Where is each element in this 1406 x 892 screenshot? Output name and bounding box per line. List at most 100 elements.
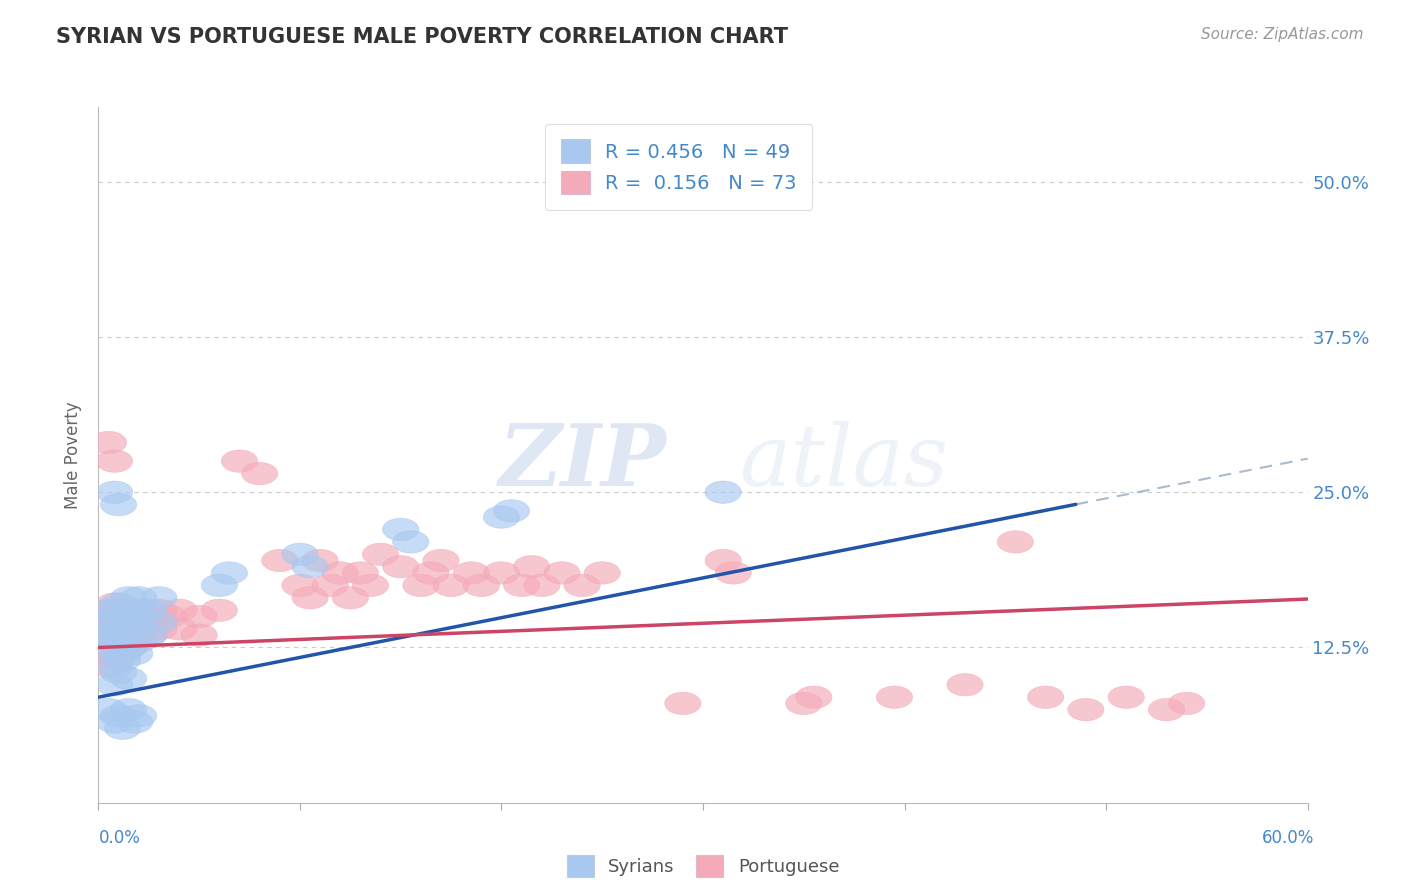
Ellipse shape: [704, 549, 741, 572]
Ellipse shape: [104, 599, 141, 622]
Ellipse shape: [104, 642, 141, 665]
Ellipse shape: [1028, 686, 1064, 708]
Ellipse shape: [382, 556, 419, 578]
Ellipse shape: [423, 549, 460, 572]
Ellipse shape: [90, 636, 127, 658]
Ellipse shape: [201, 574, 238, 597]
Ellipse shape: [484, 506, 520, 528]
Ellipse shape: [523, 574, 560, 597]
Ellipse shape: [97, 450, 132, 473]
Ellipse shape: [1168, 692, 1205, 714]
Ellipse shape: [111, 617, 146, 640]
Ellipse shape: [463, 574, 499, 597]
Ellipse shape: [583, 562, 620, 584]
Ellipse shape: [90, 612, 127, 634]
Ellipse shape: [363, 543, 399, 566]
Legend: Syrians, Portuguese: Syrians, Portuguese: [560, 847, 846, 884]
Ellipse shape: [433, 574, 470, 597]
Ellipse shape: [90, 599, 127, 622]
Ellipse shape: [117, 599, 153, 622]
Ellipse shape: [97, 612, 132, 634]
Ellipse shape: [100, 705, 136, 727]
Ellipse shape: [322, 562, 359, 584]
Text: 60.0%: 60.0%: [1263, 829, 1315, 847]
Ellipse shape: [131, 624, 167, 646]
Ellipse shape: [97, 593, 132, 615]
Ellipse shape: [100, 642, 136, 665]
Ellipse shape: [97, 655, 132, 677]
Ellipse shape: [111, 698, 146, 721]
Text: SYRIAN VS PORTUGUESE MALE POVERTY CORRELATION CHART: SYRIAN VS PORTUGUESE MALE POVERTY CORREL…: [56, 27, 789, 46]
Ellipse shape: [121, 587, 157, 609]
Ellipse shape: [111, 587, 146, 609]
Ellipse shape: [104, 624, 141, 646]
Ellipse shape: [281, 543, 318, 566]
Ellipse shape: [413, 562, 449, 584]
Ellipse shape: [181, 624, 218, 646]
Ellipse shape: [97, 630, 132, 652]
Ellipse shape: [131, 624, 167, 646]
Ellipse shape: [97, 711, 132, 733]
Ellipse shape: [121, 617, 157, 640]
Ellipse shape: [1149, 698, 1185, 721]
Ellipse shape: [121, 599, 157, 622]
Ellipse shape: [117, 606, 153, 628]
Ellipse shape: [786, 692, 823, 714]
Ellipse shape: [111, 612, 146, 634]
Ellipse shape: [402, 574, 439, 597]
Ellipse shape: [131, 599, 167, 622]
Ellipse shape: [150, 606, 187, 628]
Ellipse shape: [312, 574, 349, 597]
Ellipse shape: [221, 450, 257, 473]
Ellipse shape: [292, 587, 328, 609]
Ellipse shape: [716, 562, 751, 584]
Ellipse shape: [100, 636, 136, 658]
Ellipse shape: [90, 432, 127, 454]
Ellipse shape: [1108, 686, 1144, 708]
Ellipse shape: [117, 642, 153, 665]
Ellipse shape: [117, 624, 153, 646]
Ellipse shape: [544, 562, 581, 584]
Y-axis label: Male Poverty: Male Poverty: [65, 401, 83, 508]
Ellipse shape: [503, 574, 540, 597]
Ellipse shape: [131, 606, 167, 628]
Ellipse shape: [776, 164, 811, 186]
Ellipse shape: [392, 531, 429, 553]
Ellipse shape: [104, 624, 141, 646]
Ellipse shape: [100, 493, 136, 516]
Ellipse shape: [90, 599, 127, 622]
Ellipse shape: [1067, 698, 1104, 721]
Ellipse shape: [104, 648, 141, 671]
Ellipse shape: [97, 673, 132, 696]
Ellipse shape: [97, 606, 132, 628]
Ellipse shape: [513, 556, 550, 578]
Ellipse shape: [111, 636, 146, 658]
Text: Source: ZipAtlas.com: Source: ZipAtlas.com: [1201, 27, 1364, 42]
Ellipse shape: [141, 617, 177, 640]
Text: atlas: atlas: [740, 420, 949, 503]
Ellipse shape: [141, 587, 177, 609]
Ellipse shape: [332, 587, 368, 609]
Ellipse shape: [97, 630, 132, 652]
Ellipse shape: [117, 617, 153, 640]
Ellipse shape: [281, 574, 318, 597]
Ellipse shape: [997, 531, 1033, 553]
Ellipse shape: [100, 593, 136, 615]
Ellipse shape: [117, 711, 153, 733]
Ellipse shape: [141, 599, 177, 622]
Ellipse shape: [90, 655, 127, 677]
Ellipse shape: [160, 599, 197, 622]
Ellipse shape: [100, 661, 136, 683]
Ellipse shape: [90, 698, 127, 721]
Ellipse shape: [100, 617, 136, 640]
Ellipse shape: [104, 606, 141, 628]
Ellipse shape: [90, 624, 127, 646]
Ellipse shape: [292, 556, 328, 578]
Ellipse shape: [97, 481, 132, 503]
Ellipse shape: [100, 617, 136, 640]
Ellipse shape: [242, 462, 278, 484]
Ellipse shape: [181, 606, 218, 628]
Ellipse shape: [111, 599, 146, 622]
Ellipse shape: [90, 617, 127, 640]
Ellipse shape: [342, 562, 378, 584]
